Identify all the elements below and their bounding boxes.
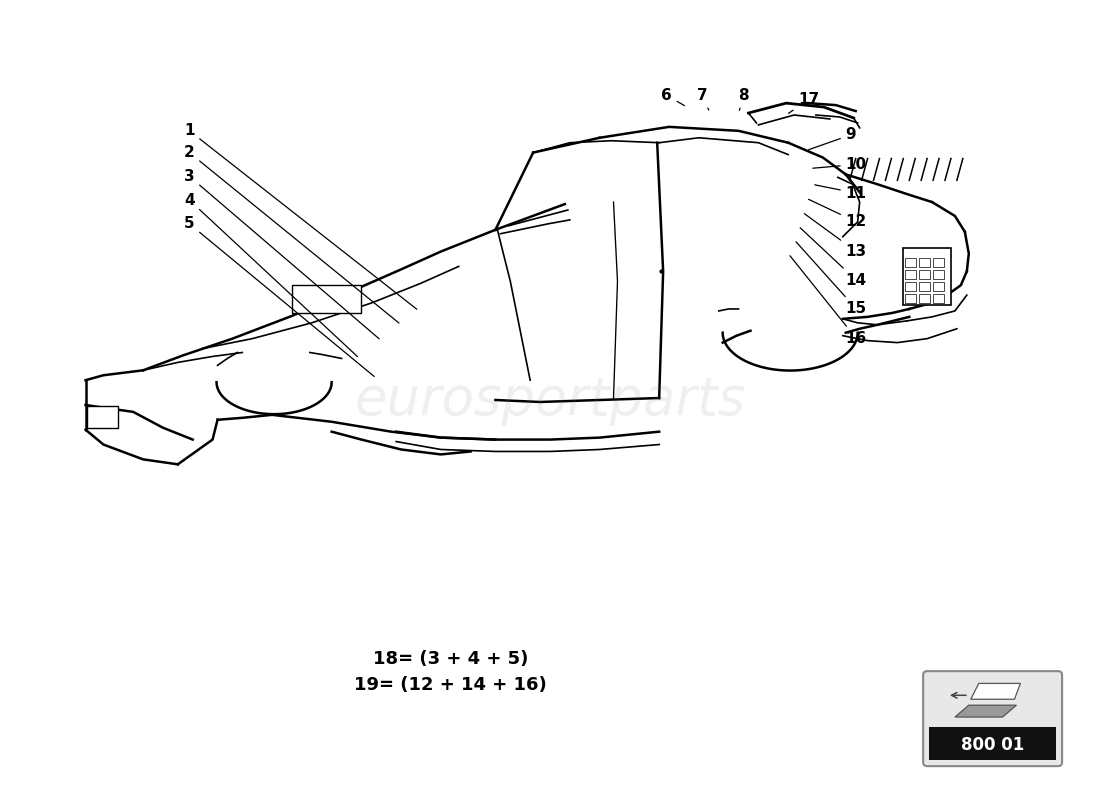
Text: 6: 6	[661, 88, 684, 106]
Text: 800 01: 800 01	[961, 736, 1024, 754]
Text: 7: 7	[697, 88, 708, 110]
Bar	[905, 258, 916, 267]
Text: 1: 1	[184, 123, 417, 310]
Bar	[903, 248, 950, 305]
Bar	[933, 270, 944, 279]
Text: 4: 4	[184, 193, 358, 357]
Text: 12: 12	[808, 199, 867, 230]
Text: 14: 14	[800, 228, 867, 288]
Bar	[933, 258, 944, 267]
Text: 13: 13	[804, 214, 867, 259]
Bar	[930, 727, 1056, 760]
Text: 16: 16	[790, 256, 867, 346]
Bar	[920, 270, 931, 279]
Bar	[905, 282, 916, 291]
Bar	[292, 286, 362, 313]
Polygon shape	[971, 683, 1021, 699]
Text: 19= (12 + 14 + 16): 19= (12 + 14 + 16)	[354, 676, 547, 694]
Bar	[905, 270, 916, 279]
Text: 10: 10	[813, 157, 867, 172]
FancyBboxPatch shape	[923, 671, 1063, 766]
Polygon shape	[955, 705, 1016, 717]
Bar	[920, 258, 931, 267]
Text: 9: 9	[808, 127, 857, 150]
Bar	[933, 282, 944, 291]
Text: 11: 11	[815, 185, 867, 201]
Bar	[933, 294, 944, 303]
Text: 8: 8	[738, 88, 749, 110]
Text: 2: 2	[184, 145, 399, 323]
Bar	[920, 294, 931, 303]
Text: eurosportparts: eurosportparts	[354, 374, 746, 426]
Bar	[87, 406, 119, 428]
Text: 15: 15	[796, 242, 867, 317]
Bar	[920, 282, 931, 291]
Text: 3: 3	[184, 169, 380, 339]
Text: 17: 17	[789, 92, 820, 114]
Text: 5: 5	[184, 216, 374, 377]
Text: 18= (3 + 4 + 5): 18= (3 + 4 + 5)	[373, 650, 528, 668]
Bar	[905, 294, 916, 303]
